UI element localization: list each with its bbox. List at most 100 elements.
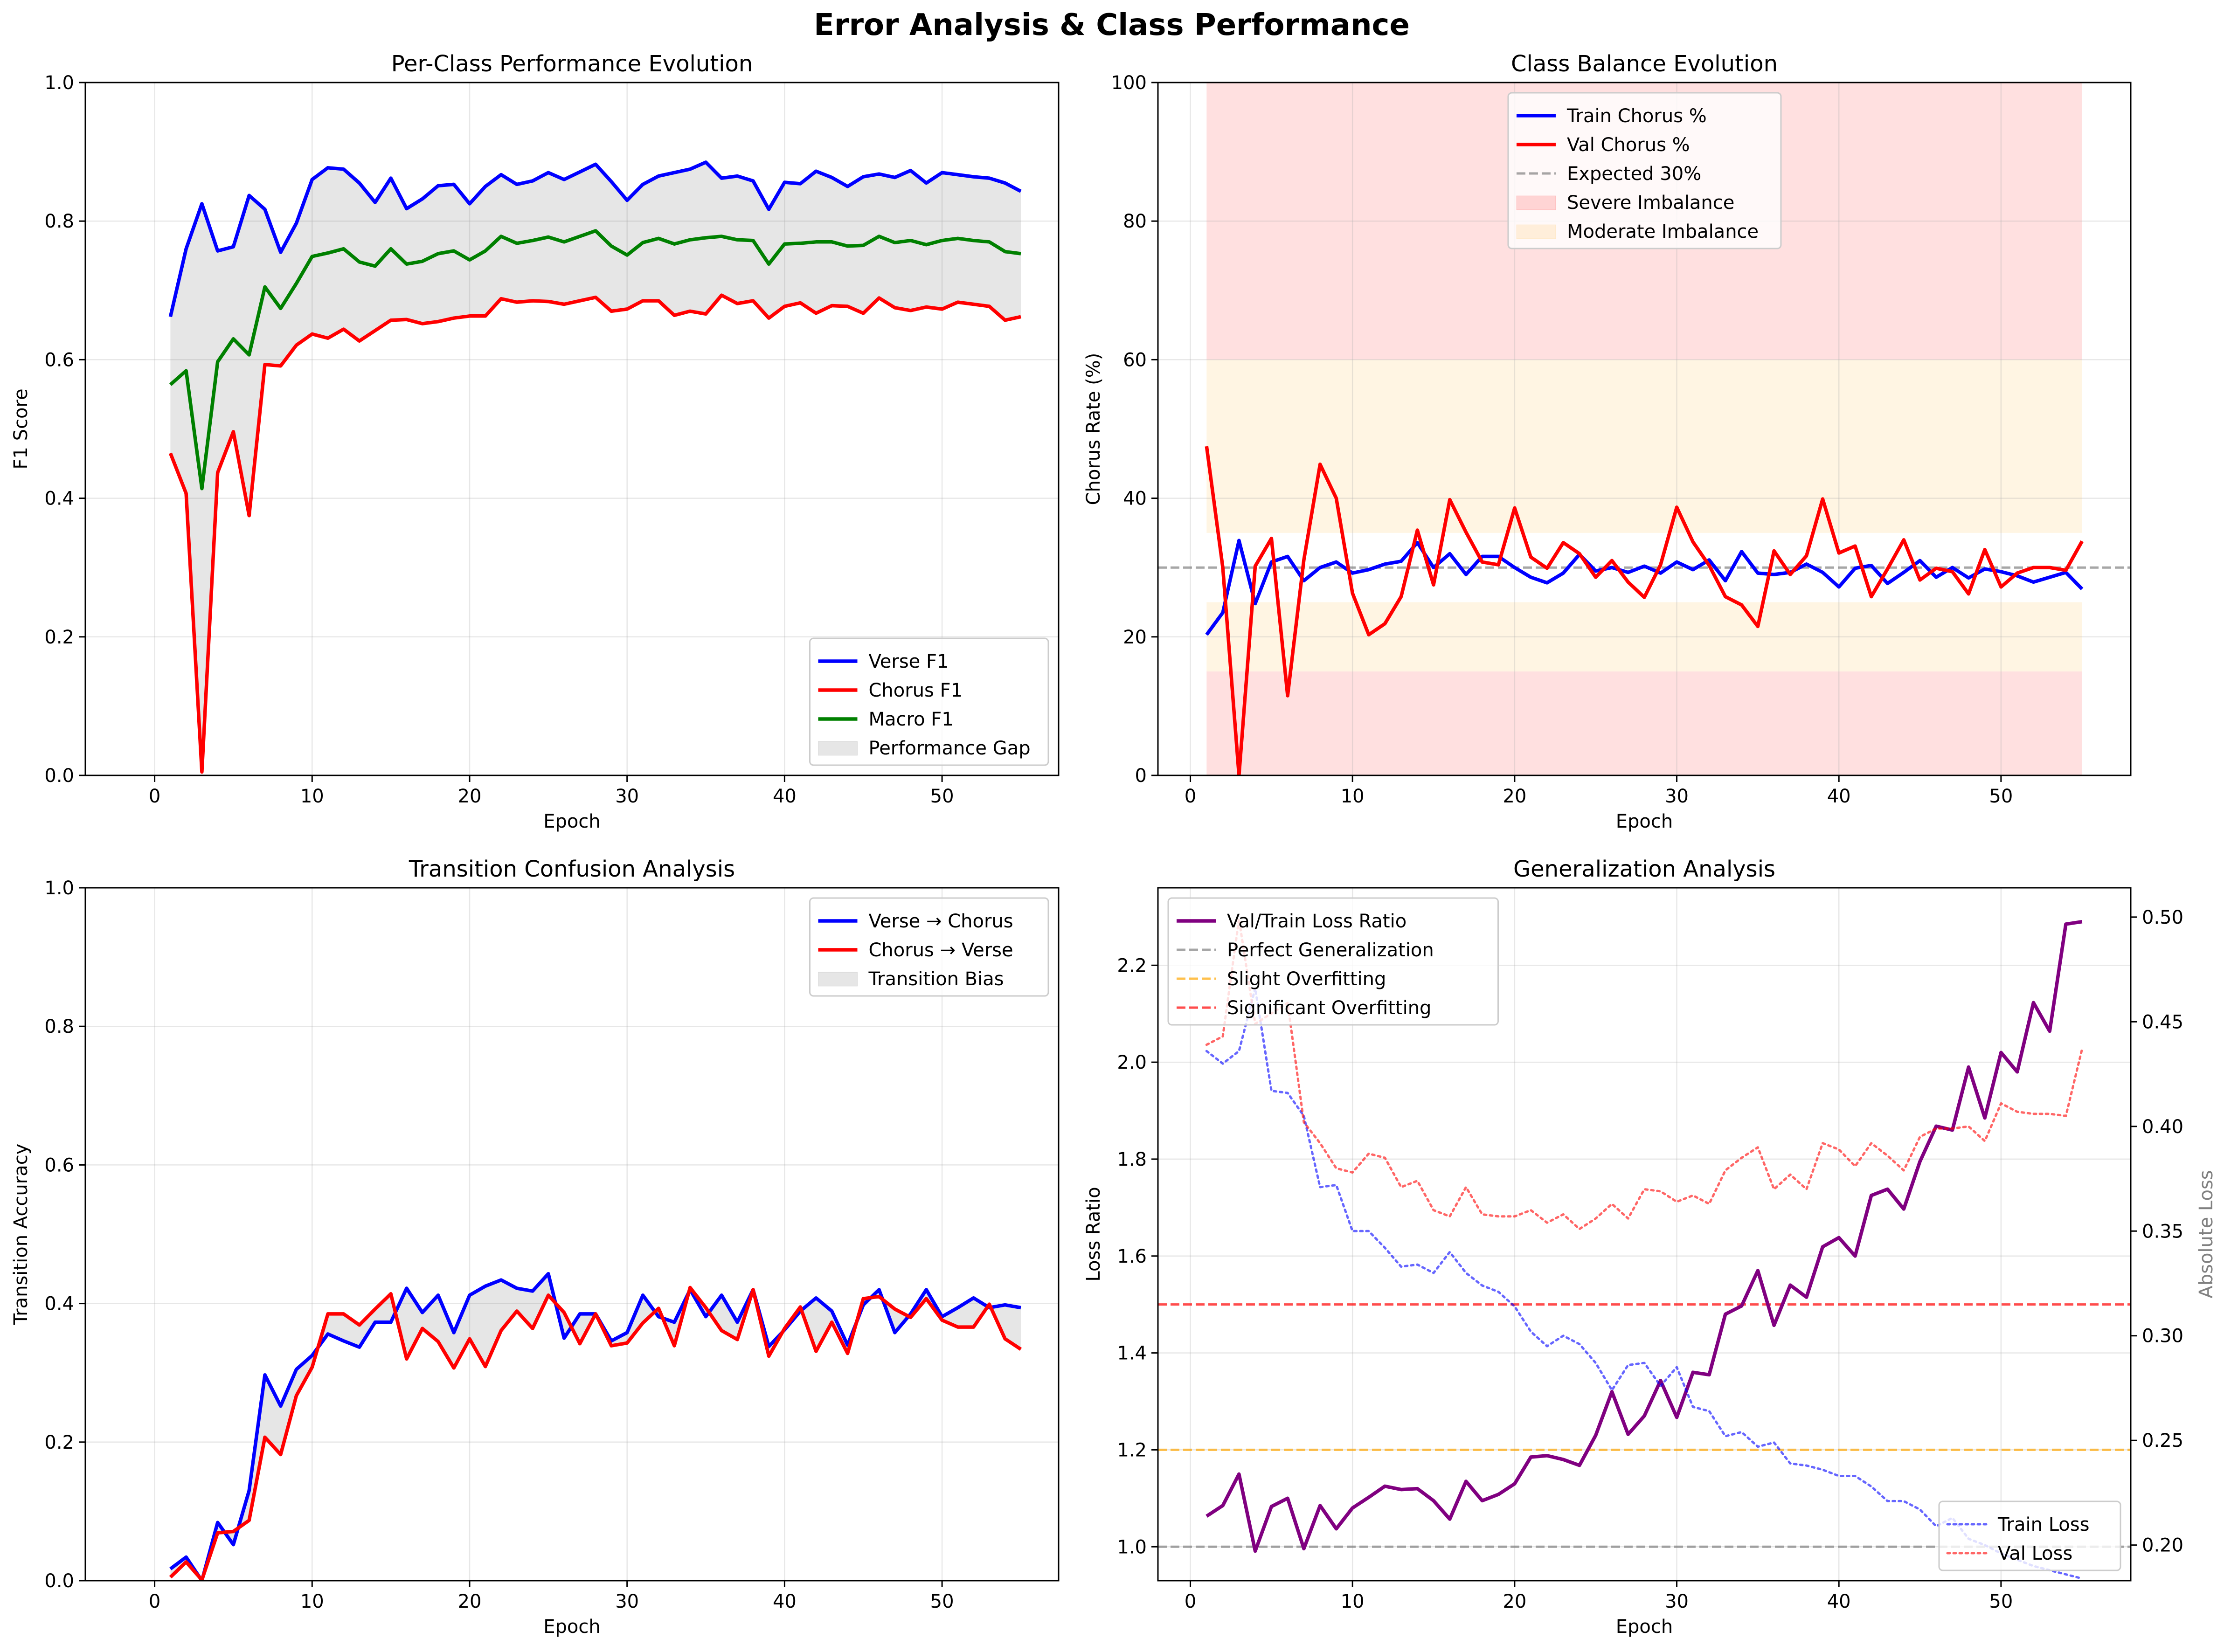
- x-tick-label: 40: [1827, 1591, 1851, 1612]
- legend-label-chorus-f1: Chorus F1: [869, 680, 963, 701]
- legend-label-verse-f1: Verse F1: [869, 651, 949, 672]
- y2-axis-label: Absolute Loss: [2196, 1170, 2217, 1298]
- y-tick-label: 0.0: [44, 1570, 74, 1592]
- series-line-verse-f1: [168, 160, 1022, 318]
- x-tick-label: 50: [1989, 786, 2013, 807]
- x-tick-label: 0: [1185, 1591, 1196, 1612]
- y2-tick-label: 0.40: [2142, 1116, 2183, 1138]
- x-tick-label: 10: [1341, 786, 1365, 807]
- legend-label-perfect-generalization: Perfect Generalization: [1227, 940, 1434, 961]
- x-tick-label: 40: [773, 786, 797, 807]
- legend: Train Chorus % Val Chorus % Expected 30% Se…: [1507, 92, 1782, 249]
- x-tick-label: 10: [300, 786, 324, 807]
- legend-label-val-train-loss-ratio: Val/Train Loss Ratio: [1227, 911, 1406, 932]
- fill-transition-bias: [170, 1273, 1021, 1581]
- legend-label-chorus-verse: Chorus → Verse: [869, 940, 1013, 961]
- x-tick-label: 10: [1341, 1591, 1365, 1612]
- legend-label-severe-imbalance: Severe Imbalance: [1567, 192, 1734, 214]
- y-tick-label: 0.8: [44, 211, 74, 232]
- figure-title: Error Analysis & Class Performance: [814, 8, 1410, 42]
- legend-label-train-chorus: Train Chorus %: [1566, 105, 1707, 127]
- chart-title: Class Balance Evolution: [1511, 51, 1778, 77]
- legend-swatch-transition-bias: [818, 972, 858, 987]
- chart-title: Per-Class Performance Evolution: [391, 51, 753, 77]
- x-tick-label: 10: [300, 1591, 324, 1612]
- chart-transition-confusion: 0 10 20 30 40 50 0.0 0.2 0.4 0.6 0.8 1.0 Transition …: [10, 856, 1060, 1638]
- y2-tick-label: 0.45: [2142, 1011, 2183, 1033]
- series-line-macro-f1: [169, 229, 1021, 491]
- x-tick-label: 50: [930, 1591, 954, 1612]
- series-line-chorus-f1: [168, 293, 1021, 774]
- y-tick-label: 40: [1123, 488, 1147, 510]
- legend-label-expected-30: Expected 30%: [1567, 163, 1701, 185]
- y-tick-label: 1.4: [1117, 1343, 1147, 1364]
- y-tick-label: 2.0: [1117, 1052, 1147, 1073]
- y-tick-label: 20: [1123, 627, 1147, 648]
- x-tick-label: 20: [1503, 1591, 1526, 1612]
- series-line-train-loss: [1205, 987, 2084, 1580]
- legend-label-verse-chorus: Verse → Chorus: [869, 911, 1013, 932]
- legend-label-slight-overfitting: Slight Overfitting: [1227, 968, 1386, 990]
- legend-label-val-loss: Val Loss: [1998, 1543, 2072, 1564]
- series-group: [168, 160, 1022, 774]
- x-tick-label: 20: [458, 1591, 482, 1612]
- y2-tick-label: 0.20: [2142, 1535, 2183, 1556]
- y2-tick-label: 0.50: [2142, 907, 2183, 928]
- y-axis-label: Loss Ratio: [1083, 1187, 1104, 1281]
- chart-class-balance: 0 10 20 30 40 50 0 20 40 60 80 100 Class Balance Evo…: [1083, 51, 2132, 832]
- legend-label-train-loss: Train Loss: [1997, 1514, 2089, 1535]
- band-moderate-imbalance: [1206, 602, 2082, 672]
- x-tick-label: 30: [615, 1591, 639, 1612]
- legend-label-transition-bias: Transition Bias: [868, 968, 1004, 990]
- y-tick-label: 100: [1111, 72, 1147, 94]
- y-tick-label: 1.0: [1117, 1536, 1147, 1558]
- x-tick-label: 30: [1665, 1591, 1689, 1612]
- y2-tick-label: 0.25: [2142, 1430, 2183, 1452]
- legend-swatch-performance-gap: [818, 741, 858, 756]
- legend-swatch-severe-imbalance: [1516, 195, 1556, 210]
- x-tick-label: 40: [1827, 786, 1851, 807]
- legend: Val/Train Loss Ratio Perfect Generalizati…: [1167, 897, 1499, 1026]
- series-group: [169, 1272, 1022, 1581]
- series-line-val-loss: [1205, 918, 2084, 1230]
- y-tick-label: 0.6: [44, 349, 74, 371]
- axes-frame: [84, 82, 1060, 776]
- axes-frame: [1157, 887, 2132, 1582]
- legend-box: [1167, 897, 1499, 1026]
- series-line-val-train-loss-ratio: [1206, 919, 2083, 1553]
- y-tick-label: 1.0: [44, 878, 74, 899]
- x-axis-label: Epoch: [1616, 1616, 1673, 1638]
- x-tick-label: 0: [149, 1591, 160, 1612]
- x-tick-label: 0: [149, 786, 160, 807]
- y-axis-label: Transition Accuracy: [10, 1144, 32, 1326]
- y-axis-label: F1 Score: [10, 388, 32, 469]
- y-tick-label: 80: [1123, 211, 1147, 232]
- series-group: [1205, 918, 2084, 1580]
- y-tick-label: 0.4: [44, 488, 74, 510]
- y-tick-label: 0: [1135, 765, 1147, 787]
- y-tick-label: 0.2: [44, 1432, 74, 1453]
- y2-tick-label: 0.30: [2142, 1326, 2183, 1347]
- legend-label-val-chorus: Val Chorus %: [1567, 134, 1690, 156]
- y-tick-label: 0.2: [44, 627, 74, 648]
- legend-label-moderate-imbalance: Moderate Imbalance: [1567, 221, 1759, 242]
- legend-label-performance-gap: Performance Gap: [869, 738, 1031, 759]
- y-tick-label: 0.8: [44, 1016, 74, 1037]
- x-axis-label: Epoch: [1616, 811, 1673, 832]
- x-tick-label: 50: [1989, 1591, 2013, 1612]
- y-tick-label: 2.2: [1117, 955, 1147, 976]
- series-line-chorus-verse: [169, 1286, 1022, 1581]
- chart-title: Generalization Analysis: [1513, 856, 1775, 882]
- chart-per-class-performance: 0 10 20 30 40 50 0.0 0.2 0.4 0.6 0.8 1.0 Per-Class P…: [10, 51, 1060, 832]
- chart-title: Transition Confusion Analysis: [409, 856, 735, 882]
- y-tick-label: 1.2: [1117, 1439, 1147, 1461]
- axes-frame: [84, 887, 1060, 1582]
- fill-performance-gap: [170, 162, 1021, 772]
- axes-frame: [1157, 82, 2132, 776]
- x-tick-label: 30: [615, 786, 639, 807]
- legend-label-macro-f1: Macro F1: [869, 709, 954, 730]
- y-tick-label: 1.6: [1117, 1246, 1147, 1267]
- y-tick-label: 1.0: [44, 72, 74, 94]
- legend: Train Loss Val Loss: [1938, 1500, 2121, 1571]
